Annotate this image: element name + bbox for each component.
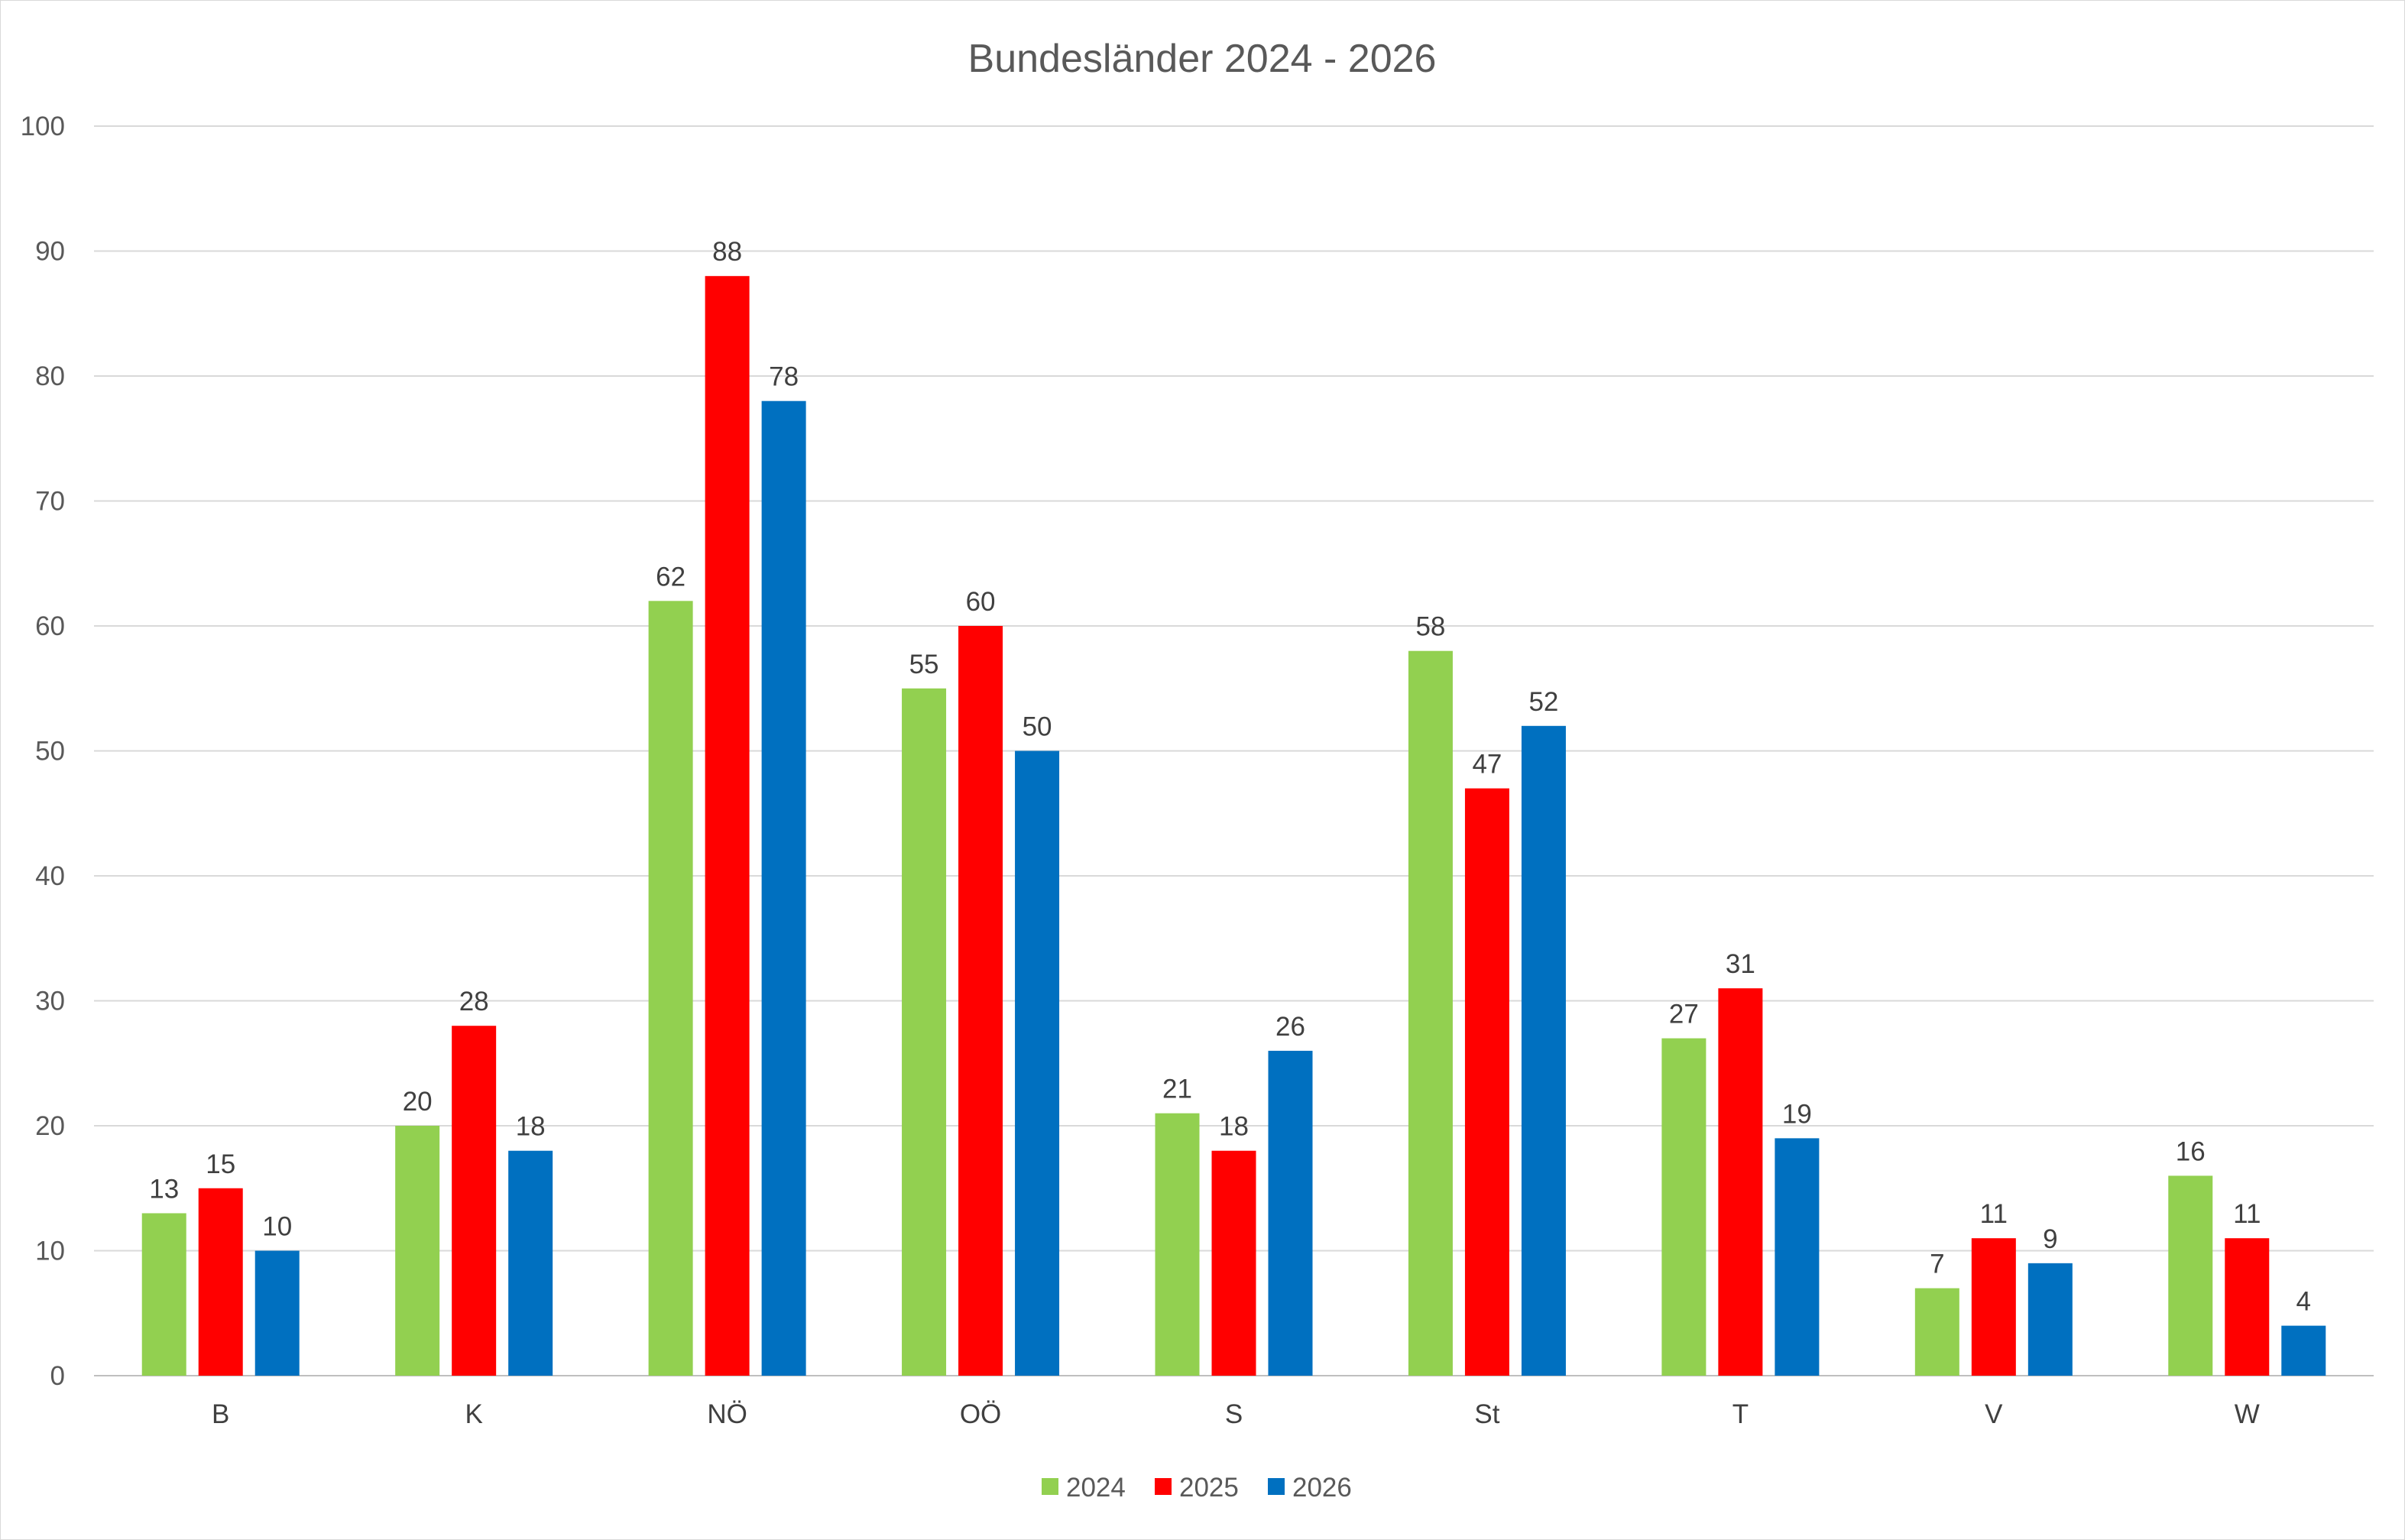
data-label: 9 — [2043, 1224, 2057, 1254]
data-label: 18 — [1219, 1112, 1249, 1142]
category-label: B — [212, 1399, 229, 1429]
category-label: NÖ — [707, 1399, 747, 1429]
y-tick-label: 50 — [35, 737, 65, 767]
category-label: V — [1985, 1399, 2003, 1429]
data-label: 31 — [1726, 949, 1755, 979]
data-label: 18 — [516, 1112, 546, 1142]
category-label: W — [2235, 1399, 2260, 1429]
legend-label: 2024 — [1066, 1473, 1126, 1503]
category-label: K — [465, 1399, 482, 1429]
bar-2025-V — [1971, 1238, 2016, 1376]
bar-2026-St — [1521, 725, 1566, 1376]
bar-2025-B — [198, 1188, 243, 1376]
data-label: 15 — [206, 1149, 235, 1179]
bar-2024-OÖ — [902, 688, 947, 1376]
data-label: 13 — [149, 1174, 179, 1204]
y-tick-label: 20 — [35, 1111, 65, 1141]
y-tick-label: 70 — [35, 487, 65, 517]
bar-2025-St — [1464, 788, 1509, 1376]
data-label: 55 — [909, 650, 939, 679]
legend: 2024 2025 2026 — [1042, 1473, 1352, 1503]
data-label: 78 — [769, 362, 799, 392]
category-label: S — [1225, 1399, 1243, 1429]
legend-swatch-2026 — [1268, 1478, 1285, 1495]
data-label: 11 — [2233, 1199, 2261, 1229]
bar-series: 1315102028186288785560502118265847522731… — [141, 237, 2326, 1376]
data-label: 52 — [1528, 687, 1558, 717]
data-label: 60 — [966, 587, 996, 617]
bar-2024-NÖ — [648, 601, 693, 1376]
x-axis: B K NÖ OÖ S St T V W — [212, 1399, 2260, 1429]
data-label: 10 — [262, 1212, 292, 1242]
data-label: 58 — [1415, 612, 1445, 642]
y-tick-label: 0 — [50, 1361, 65, 1391]
bar-2026-W — [2281, 1325, 2326, 1376]
data-label: 20 — [403, 1087, 433, 1117]
data-label: 7 — [1930, 1250, 1944, 1279]
data-label: 88 — [712, 237, 742, 267]
bar-2025-T — [1718, 988, 1763, 1376]
bar-2024-B — [141, 1213, 186, 1376]
data-label: 26 — [1275, 1012, 1305, 1042]
legend-swatch-2024 — [1042, 1478, 1058, 1495]
y-tick-label: 80 — [35, 361, 65, 391]
data-label: 62 — [656, 562, 686, 592]
y-tick-label: 90 — [35, 237, 65, 267]
data-label: 16 — [2176, 1136, 2206, 1166]
legend-label: 2025 — [1179, 1473, 1239, 1503]
data-label: 19 — [1782, 1099, 1812, 1129]
legend-label: 2026 — [1292, 1473, 1352, 1503]
bar-2026-B — [254, 1250, 300, 1376]
bar-2024-W — [2168, 1175, 2213, 1376]
data-label: 47 — [1472, 750, 1502, 780]
y-tick-label: 30 — [35, 987, 65, 1016]
bar-2026-V — [2027, 1263, 2073, 1376]
data-label: 28 — [459, 987, 489, 1016]
bar-2026-K — [508, 1150, 553, 1376]
bar-2026-OÖ — [1015, 751, 1060, 1376]
y-tick-label: 40 — [35, 861, 65, 891]
data-label: 27 — [1669, 1000, 1699, 1029]
y-tick-label: 10 — [35, 1237, 65, 1266]
legend-swatch-2025 — [1155, 1478, 1172, 1495]
y-tick-label: 100 — [21, 112, 65, 141]
data-label: 11 — [1980, 1199, 2008, 1229]
bar-2024-V — [1914, 1288, 1959, 1376]
bar-2025-NÖ — [705, 276, 750, 1376]
y-tick-label: 60 — [35, 611, 65, 641]
bar-2026-NÖ — [761, 400, 806, 1376]
bar-2025-S — [1211, 1150, 1256, 1376]
bar-2026-T — [1775, 1138, 1820, 1376]
bar-2025-OÖ — [958, 626, 1003, 1376]
category-label: T — [1732, 1399, 1749, 1429]
bar-2026-S — [1268, 1050, 1313, 1376]
data-label: 4 — [2296, 1287, 2311, 1317]
data-label: 21 — [1162, 1075, 1192, 1104]
bar-2024-K — [395, 1126, 440, 1376]
bar-2025-K — [452, 1026, 497, 1376]
bar-2024-T — [1661, 1038, 1707, 1376]
bar-2024-S — [1155, 1113, 1200, 1376]
bar-2024-St — [1408, 650, 1453, 1376]
chart-title: Bundesländer 2024 - 2026 — [968, 37, 1437, 81]
y-axis: 0 10 20 30 40 50 60 70 80 90 100 — [21, 112, 65, 1391]
data-label: 50 — [1023, 712, 1052, 742]
category-label: OÖ — [960, 1399, 1001, 1429]
bar-2025-W — [2225, 1238, 2270, 1376]
category-label: St — [1474, 1399, 1499, 1429]
